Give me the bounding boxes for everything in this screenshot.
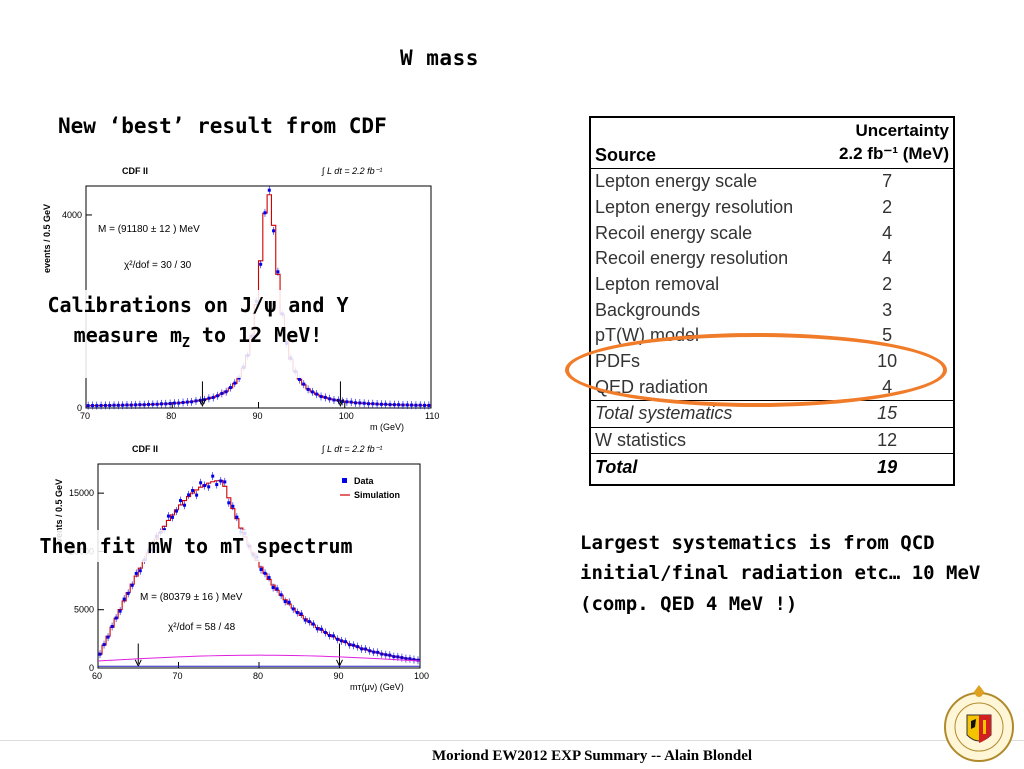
table-row-value: 10	[877, 351, 898, 372]
x-tick-label: 70	[80, 411, 90, 421]
z-plot-annotation-chi2: χ²/dof = 30 / 30	[124, 260, 192, 271]
table-row-source: Lepton removal	[595, 273, 720, 294]
x-tick-label: 100	[414, 671, 429, 681]
x-tick-label: 90	[334, 671, 344, 681]
table-row-value: 4	[882, 248, 893, 269]
table-row: Recoil energy scale 4	[591, 220, 953, 246]
table-row-source: Recoil energy scale	[595, 222, 753, 243]
x-tick-label: 110	[425, 411, 439, 421]
table-row-value: 2	[882, 196, 893, 217]
z-mass-plot-svg: CDF II ∫ L dt = 2.2 fb⁻¹ M = (91180 ± 12…	[42, 166, 439, 432]
x-tick-label: 100	[339, 411, 354, 421]
table-row: QED radiation 4	[591, 374, 953, 400]
footer-rule	[0, 740, 1024, 741]
w-plot-header-left: CDF II	[132, 444, 158, 454]
table-row: Lepton energy scale 7	[591, 168, 953, 194]
table-row-value: 3	[882, 299, 893, 320]
table-total-syst-value: 15	[821, 400, 953, 428]
table-row-source: PDFs	[595, 351, 640, 372]
legend-data-marker	[342, 478, 347, 483]
z-plot-header-right: ∫ L dt = 2.2 fb⁻¹	[321, 166, 382, 176]
table-row: Backgrounds 3	[591, 297, 953, 323]
legend-data-label: Data	[354, 476, 375, 486]
w-plot-annotation-chi2: χ²/dof = 58 / 48	[168, 622, 236, 633]
z-plot-header-left: CDF II	[122, 166, 148, 176]
w-mt-plot: CDF II ∫ L dt = 2.2 fb⁻¹ Data Simulation…	[40, 438, 440, 694]
table-stat-value: 12	[821, 426, 953, 454]
slide-title: W mass	[400, 46, 479, 70]
x-tick-label: 80	[253, 671, 263, 681]
table-row-source: Lepton energy scale	[595, 171, 758, 192]
table-row-value: 2	[882, 273, 893, 294]
x-tick-label: 80	[166, 411, 176, 421]
z-overlay-line2: measure mZ to 12 MeV!	[73, 323, 323, 351]
fit-range-arrowhead	[198, 398, 206, 407]
y-tick-label: 0	[77, 403, 82, 413]
background-curve	[97, 654, 421, 662]
y-tick-label: 15000	[69, 488, 94, 498]
university-crest-logo	[940, 685, 1018, 765]
table-row: Recoil energy resolution 4	[591, 246, 953, 272]
table-total-syst-label: Total systematics	[591, 400, 822, 428]
table-header-uncertainty: Uncertainty 2.2 fb⁻¹ (MeV)	[821, 118, 953, 169]
table-stat-label: W statistics	[591, 426, 822, 454]
conclusion-line-3: (comp. QED 4 MeV !)	[580, 592, 798, 615]
table-row-source: pT(W) model	[595, 325, 700, 346]
w-mt-plot-svg: CDF II ∫ L dt = 2.2 fb⁻¹ Data Simulation…	[54, 444, 429, 692]
table-row-value: 5	[882, 325, 893, 346]
conclusion-line-2: initial/final radiation etc… 10 MeV	[580, 562, 981, 585]
uncertainty-table: Source Uncertainty 2.2 fb⁻¹ (MeV) Lepton…	[589, 116, 955, 486]
simulation-histogram	[98, 479, 420, 661]
fit-range-arrowhead	[336, 398, 344, 407]
table-row-value: 4	[882, 222, 893, 243]
z-calibration-overlay: Calibrations on J/ψ and Υ measure mZ to …	[18, 290, 378, 378]
legend-simulation-label: Simulation	[354, 490, 400, 500]
w-plot-xlabel: mᴛ(μν) (GeV)	[350, 682, 404, 692]
z-overlay-line1: Calibrations on J/ψ and Υ	[47, 293, 349, 317]
table-row: Lepton removal 2	[591, 272, 953, 298]
z-plot-xlabel: m (GeV)	[370, 422, 404, 432]
table-total-label: Total	[591, 453, 822, 481]
y-tick-label: 5000	[74, 605, 94, 615]
table-row: pT(W) model 5	[591, 323, 953, 349]
conclusion-text: Largest systematics is from QCD initial/…	[580, 528, 980, 619]
w-plot-ylabel: events / 0.5 GeV	[54, 479, 64, 548]
table-row-source: Recoil energy resolution	[595, 248, 789, 269]
table-total-value: 19	[821, 453, 953, 481]
w-plot-header-right: ∫ L dt = 2.2 fb⁻¹	[321, 444, 382, 454]
table-header-source: Source	[591, 118, 822, 169]
table-row: Lepton energy resolution 2	[591, 195, 953, 221]
mt-fit-overlay: Then fit mW to mT spectrum	[8, 530, 384, 562]
table-row-source: QED radiation	[595, 376, 709, 397]
z-plot-ylabel: events / 0.5 GeV	[42, 204, 52, 273]
w-plot-annotation-mass: M = (80379 ± 16 ) MeV	[140, 592, 243, 603]
y-tick-label: 4000	[62, 210, 82, 220]
x-tick-label: 90	[253, 411, 263, 421]
table-row: PDFs 10	[591, 349, 953, 375]
slide-footer: Moriond EW2012 EXP Summary -- Alain Blon…	[432, 748, 753, 764]
x-tick-label: 70	[173, 671, 183, 681]
x-tick-label: 60	[92, 671, 102, 681]
table-row-value: 7	[882, 171, 893, 192]
table-row-value: 4	[882, 376, 893, 397]
table-row-source: Backgrounds	[595, 299, 701, 320]
conclusion-line-1: Largest systematics is from QCD	[580, 532, 935, 554]
slide-subtitle: New ‘best’ result from CDF	[58, 114, 387, 138]
table-row-source: Lepton energy resolution	[595, 196, 794, 217]
y-tick-label: 0	[89, 663, 94, 673]
z-plot-annotation-mass: M = (91180 ± 12 ) MeV	[98, 224, 200, 235]
